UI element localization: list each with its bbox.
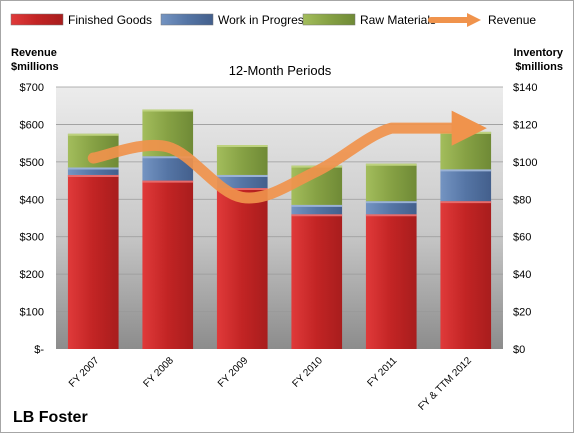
left-tick-label: $400 [20, 194, 44, 206]
bar-work-in-progress [216, 174, 268, 189]
right-axis-label-line1: Inventory [513, 47, 563, 59]
bar-raw-materials [216, 145, 268, 175]
right-tick-label: $80 [513, 194, 531, 206]
left-tick-label: $200 [20, 269, 44, 281]
left-tick-label: $700 [20, 82, 44, 94]
left-tick-label: $600 [20, 119, 44, 131]
bar-finished-goods [365, 214, 417, 349]
legend-label: Finished Goods [68, 13, 152, 27]
legend-label: Raw Materials [360, 13, 436, 27]
legend-swatch [302, 13, 356, 26]
right-tick-label: $40 [513, 269, 531, 281]
bar-finished-goods [142, 180, 194, 349]
category-label: FY 2010 [290, 355, 325, 390]
bar-finished-goods [440, 201, 492, 349]
revenue-line [87, 110, 487, 204]
legend: Finished Goods Work in Progress Raw Materi… [10, 13, 536, 27]
bar-work-in-progress [440, 169, 492, 202]
category-label: FY 2007 [67, 355, 102, 390]
left-tick-label: $300 [20, 232, 44, 244]
legend-label: Revenue [488, 13, 536, 27]
bar-raw-materials [440, 131, 492, 170]
right-tick-label: $140 [513, 82, 537, 94]
left-axis-label-line1: Revenue [11, 47, 57, 59]
left-tick-label: $100 [20, 307, 44, 319]
right-tick-label: $120 [513, 119, 537, 131]
left-axis-label-line2: $millions [11, 61, 59, 73]
category-label: FY 2008 [141, 355, 176, 390]
bar-work-in-progress [291, 204, 343, 215]
right-tick-label: $20 [513, 307, 531, 319]
legend-arrow-icon [467, 13, 481, 27]
legend-swatch [10, 13, 64, 26]
right-tick-label: $100 [513, 157, 537, 169]
right-tick-label: $0 [513, 344, 525, 356]
bar-series [67, 109, 492, 349]
chart-title: 12-Month Periods [229, 63, 332, 78]
right-tick-label: $60 [513, 232, 531, 244]
category-label: FY & TTM 2012 [416, 355, 474, 413]
left-tick-label: $500 [20, 157, 44, 169]
category-label: FY 2009 [216, 355, 251, 390]
category-label: FY 2011 [366, 355, 400, 389]
bar-finished-goods [67, 174, 119, 349]
bar-raw-materials [365, 163, 417, 202]
bar-finished-goods [291, 214, 343, 349]
legend-swatch [160, 13, 214, 26]
bar-work-in-progress [67, 167, 119, 175]
bar-work-in-progress [365, 201, 417, 215]
left-tick-label: $- [34, 344, 44, 356]
legend-label: Work in Progress [218, 13, 310, 27]
right-axis-label-line2: $millions [515, 61, 563, 73]
company-label: LB Foster [13, 409, 88, 426]
bar-finished-goods [216, 188, 268, 349]
